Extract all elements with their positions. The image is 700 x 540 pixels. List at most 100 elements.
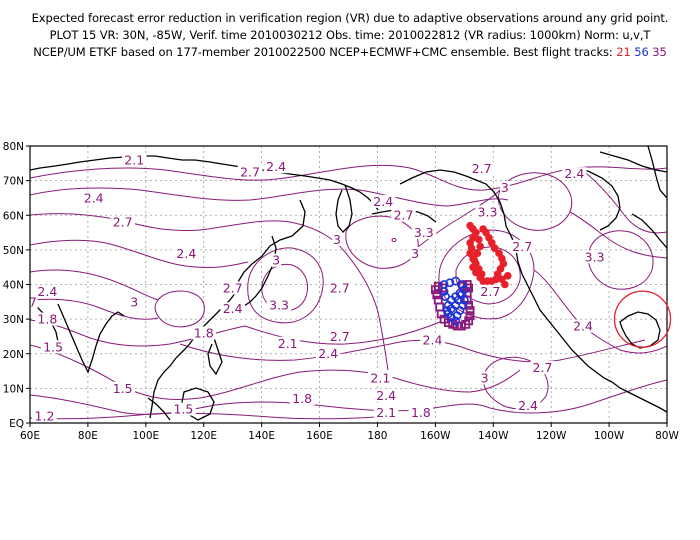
title-line-3: NCEP/UM ETKF based on 177-member 2010022… — [0, 44, 700, 61]
contour-label: 2.7 — [533, 360, 553, 375]
contour-asia-lower — [30, 269, 159, 301]
contour-label: 2.7 — [223, 280, 243, 295]
contour-label-mask — [271, 253, 281, 267]
contour-label-mask — [411, 226, 437, 240]
track-56-marker — [459, 295, 469, 305]
track-21-marker — [474, 235, 483, 244]
contour-siberia — [30, 213, 346, 253]
track-56-marker — [445, 278, 455, 288]
contour-asia-mid — [30, 239, 249, 268]
contour-subtropical — [179, 339, 646, 363]
title-line-2: PLOT 15 VR: 30N, -85W, Verif. time 20100… — [49, 28, 651, 42]
contour-label-mask — [332, 232, 342, 246]
coast-philippines — [207, 337, 223, 376]
contour-label-mask — [110, 381, 135, 395]
contour-label-mask — [32, 409, 57, 423]
coast-canada-east — [631, 213, 667, 249]
contour-north-pacific — [344, 251, 389, 371]
coast-japan — [243, 235, 277, 307]
title-line-3-prefix: NCEP/UM ETKF based on 177-member 2010022… — [33, 45, 613, 59]
x-tick-label: 100W — [594, 430, 625, 442]
track-35-marker — [432, 290, 442, 300]
track-56-legend: 56 — [634, 45, 649, 59]
contour-label-mask — [275, 336, 300, 350]
contour-label: 1.5 — [43, 339, 63, 354]
x-tick-label: 140W — [478, 430, 509, 442]
track-35-marker — [465, 311, 475, 321]
contour-label-mask — [81, 191, 106, 205]
track-21-marker — [503, 272, 512, 280]
coast-hudson-bay — [579, 167, 621, 231]
track-35-marker — [464, 316, 474, 326]
track-21-marker — [490, 244, 499, 252]
contour-tropics — [30, 379, 667, 415]
contour-label: 1.5 — [174, 402, 194, 417]
contour-label: 2.4 — [176, 246, 196, 261]
contour-label-mask — [582, 250, 607, 264]
x-tick-label: 60E — [20, 430, 40, 442]
contour-label-mask — [266, 298, 292, 312]
contour-label: 3.3 — [269, 298, 289, 313]
contour-label-mask — [315, 347, 341, 361]
contour-label: 1.8 — [292, 391, 312, 406]
x-tick-label: 120E — [190, 430, 217, 442]
contour-label: 2.4 — [84, 190, 104, 205]
y-tick-label: 80N — [3, 141, 24, 153]
coast-india — [57, 303, 125, 374]
contour-label-mask — [327, 281, 353, 295]
contour-high-west-pacific — [247, 247, 324, 324]
contour-label: 2.7 — [330, 280, 350, 295]
track-35-marker — [435, 302, 445, 312]
contour-label: 3.3 — [478, 204, 498, 219]
contour-label-mask — [368, 371, 393, 385]
contour-india-1 — [30, 298, 159, 320]
track-21-legend: 21 — [616, 45, 631, 59]
contour-label: 3 — [411, 246, 419, 261]
y-tick-label: 40N — [3, 280, 24, 292]
contour-label: 1.5 — [113, 381, 133, 396]
contour-label-mask — [121, 153, 147, 167]
contour-label: 2.4 — [37, 284, 57, 299]
coast-canada-arctic — [599, 151, 667, 173]
contour-label: 1.8 — [194, 325, 214, 340]
track-21-marker — [469, 263, 477, 271]
contour-label: 2.7 — [240, 164, 260, 179]
coast-gulf-mexico — [619, 311, 661, 349]
contour-label-mask — [530, 361, 555, 375]
x-tick-label: 140E — [248, 430, 275, 442]
contour-label-mask — [500, 181, 510, 195]
contour-label: 3 — [333, 232, 341, 247]
contour-label-mask — [28, 295, 38, 309]
contour-label-mask — [174, 246, 199, 260]
coast-southeast-asia — [149, 357, 177, 419]
contour-labels: 2.12.7 2.42.42.72.42.431.871.51.51.51.22.… — [28, 152, 607, 424]
contour-label: 2.1 — [124, 152, 144, 167]
contour-label: 3.3 — [585, 249, 605, 264]
x-axis: 60E 80E 100E 120E 140E 160E 180 160W 140W 120W 100… — [20, 423, 679, 442]
contour-label-mask — [408, 406, 434, 420]
contour-label: 2.4 — [518, 398, 538, 413]
y-tick-label: 20N — [3, 349, 24, 361]
track-21-marker — [473, 249, 482, 258]
contour-label-mask — [391, 208, 416, 222]
contour-south-asia — [30, 344, 396, 400]
contour-label-mask — [263, 160, 289, 174]
y-tick-label: EQ — [9, 418, 24, 430]
contour-label: 1.2 — [35, 409, 55, 424]
contour-label: 2.4 — [376, 388, 396, 403]
contour-label-mask — [373, 406, 399, 420]
contour-label: 2.4 — [318, 346, 338, 361]
contour-label: 2.4 — [573, 319, 593, 334]
contour-label-mask — [370, 194, 396, 208]
contour-label-mask — [475, 205, 500, 219]
contour-label: 2.1 — [278, 336, 298, 351]
contour-label-mask — [35, 284, 60, 298]
contour-label-mask — [478, 284, 503, 298]
contour-label: 2.4 — [373, 194, 393, 209]
contour-label-mask — [509, 239, 535, 253]
y-tick-label: 30N — [3, 314, 24, 326]
contour-label-mask — [220, 281, 245, 295]
contour-label: 2.7 — [472, 161, 492, 176]
contour-label-mask — [373, 388, 399, 402]
